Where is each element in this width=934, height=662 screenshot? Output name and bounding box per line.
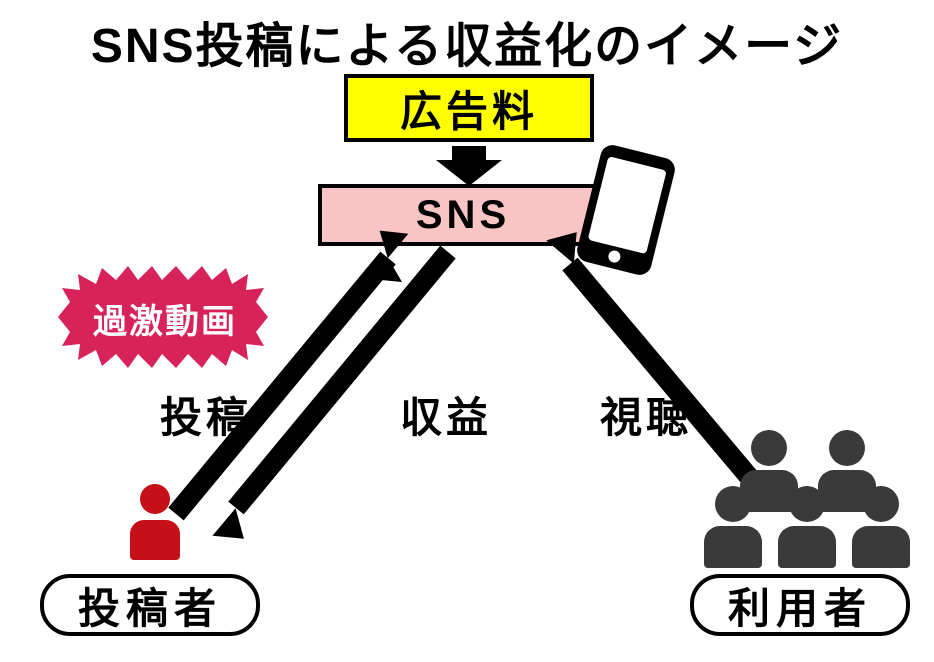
arrow-view-label: 視聴 (600, 384, 692, 445)
diagram-title: SNS投稿による収益化のイメージ (0, 6, 934, 76)
arrow-revenue-label: 収益 (400, 384, 492, 445)
sns-label: SNS (416, 193, 510, 238)
poster-pill-label: 投稿者 (78, 575, 222, 636)
arrow-post-label: 投稿 (160, 384, 252, 445)
arrow-ad-to-sns (436, 146, 502, 186)
sns-box: SNS (318, 184, 608, 246)
users-pill: 利用者 (690, 574, 910, 636)
users-group-icon (700, 430, 910, 568)
users-pill-label: 利用者 (728, 575, 872, 636)
smartphone-icon (575, 143, 678, 278)
poster-person-icon (130, 484, 180, 562)
poster-pill: 投稿者 (40, 574, 260, 636)
ad-fee-label: 広告料 (400, 78, 538, 139)
diagram-canvas: SNS投稿による収益化のイメージ 広告料 SNS 過激動画 (0, 0, 934, 662)
ad-fee-box: 広告料 (344, 74, 594, 142)
extreme-video-label: 過激動画 (70, 294, 260, 343)
